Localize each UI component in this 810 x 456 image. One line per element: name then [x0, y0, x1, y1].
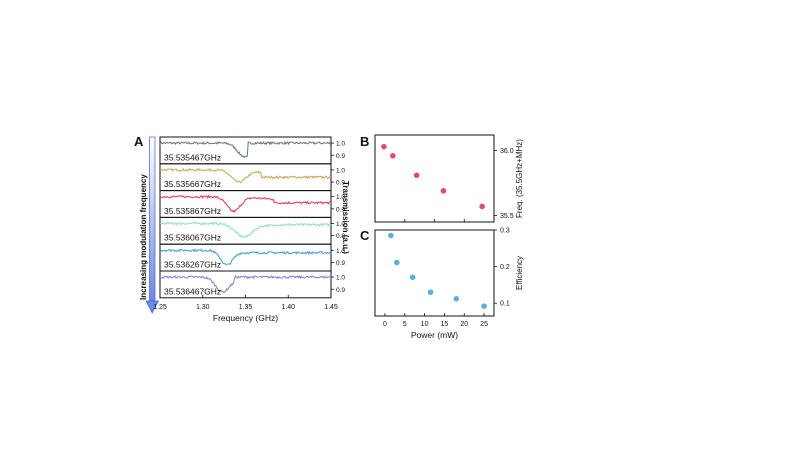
panel-a-xtick-label: 1.25: [153, 304, 167, 311]
panel-c-frame: [374, 229, 495, 317]
trace-label-2: 35.535667GHz: [164, 179, 221, 189]
panel-c-point-4: [427, 289, 434, 296]
panel-a-ytick-label: 1.0: [336, 248, 345, 255]
panel-a-ytick-label: 1.0: [336, 141, 345, 148]
panel-b-point-5: [479, 203, 485, 210]
panel-c-point-5: [453, 296, 460, 302]
panel-c-xtick-label: 10: [421, 321, 429, 328]
trace-line-6: [159, 274, 332, 294]
panel-c-xtick-label: 25: [480, 321, 488, 328]
panel-b-ytick-label: 35.5: [500, 213, 514, 220]
trace-line-5: [159, 247, 332, 266]
panel-c-xtick-label: 20: [460, 321, 468, 328]
panel-b-ylabel: Freq. (35.5GHz+MHz): [515, 139, 524, 218]
trace-line-2: [159, 167, 332, 184]
panel-a-xtick-label: 1.40: [281, 304, 295, 311]
trace-line-3: [159, 194, 332, 214]
trace-label-4: 35.536067GHz: [164, 233, 221, 243]
trace-line-4: [159, 221, 332, 238]
panel-c-ytick-label: 0.1: [500, 301, 510, 308]
panel-a-ytick-label: 0.9: [336, 233, 345, 240]
panel-a-ytick-label: 0.9: [336, 153, 345, 160]
trace-label-3: 35.535867GHz: [164, 206, 221, 216]
trace-label-5: 35.536267GHz: [164, 260, 221, 270]
panel-a-letter: A: [134, 134, 144, 149]
panel-a-xtick-label: 1.30: [196, 304, 210, 311]
panel-a-ytick-label: 0.9: [336, 180, 345, 187]
trace-label-6: 35.536467GHz: [164, 286, 221, 296]
panel-b-frame: [374, 134, 495, 223]
panel-a-ytick-label: 0.9: [336, 206, 345, 213]
panel-c-point-6: [481, 303, 487, 309]
panel-b-point-4: [440, 188, 447, 194]
trace-line-1: [159, 141, 332, 159]
panel-b-letter: B: [360, 134, 369, 149]
panel-c-xlabel: Power (mW): [411, 330, 458, 340]
panel-a-xtick-label: 1.35: [239, 304, 253, 311]
panel-a-ytick-label: 0.9: [336, 287, 345, 294]
modulation-arrow-shaft: [149, 136, 156, 302]
panel-a-ytick-label: 1.0: [336, 167, 345, 174]
trace-label-1: 35.535467GHz: [164, 152, 221, 162]
modulation-arrow-head: [145, 300, 160, 314]
panel-a-ytick-label: 1.0: [336, 275, 345, 282]
panel-a-ytick-label: 1.0: [336, 194, 345, 201]
side-label: Increasing modulation frequency: [139, 174, 148, 300]
panel-c-xtick-label: 5: [403, 321, 407, 328]
panel-a-xlabel: Frequency (GHz): [213, 313, 278, 323]
panel-a-ylabel: Transmission (a.u.): [341, 181, 350, 254]
panel-c-point-2: [394, 259, 400, 266]
panel-c-xtick-label: 15: [441, 321, 449, 328]
panel-c-letter: C: [360, 228, 370, 243]
panel-c-xtick-label: 0: [383, 321, 387, 328]
panel-b-ytick-label: 36.0: [500, 148, 514, 155]
panel-b-point-2: [390, 152, 396, 159]
panel-c-point-1: [388, 232, 394, 239]
panel-a-ytick-label: 1.0: [336, 221, 345, 228]
panel-c-ylabel: Efficiency: [515, 256, 524, 290]
panel-b-point-3: [413, 172, 420, 179]
panel-c-ytick-label: 0.2: [500, 264, 510, 271]
panel-a-ytick-label: 0.9: [336, 260, 345, 267]
panel-a-xtick-label: 1.45: [324, 304, 338, 311]
panel-c-point-3: [409, 274, 416, 281]
panel-c-ytick-label: 0.3: [500, 228, 510, 235]
panel-b-point-1: [381, 143, 387, 150]
